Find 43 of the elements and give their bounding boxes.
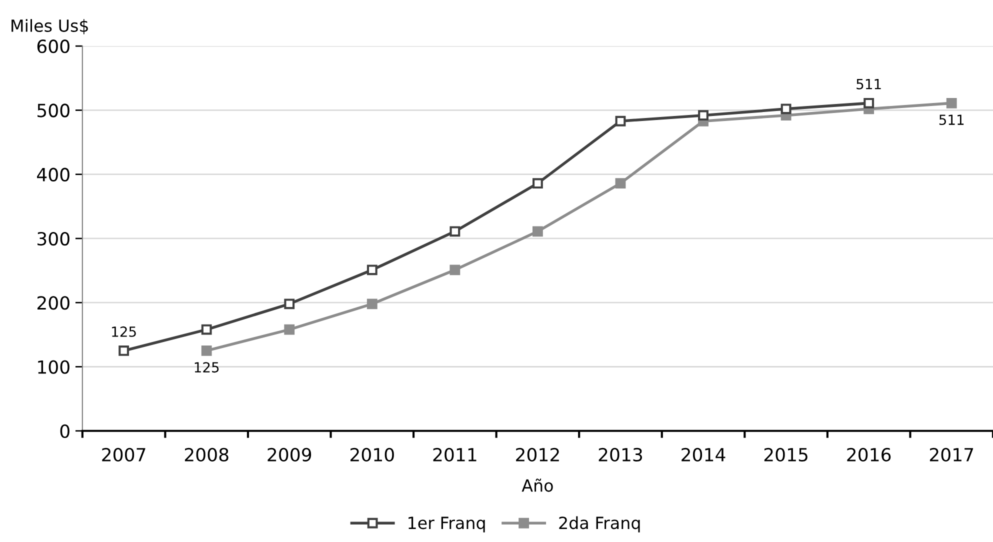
- x-tick-label: 2008: [184, 448, 228, 462]
- point: [366, 264, 378, 276]
- x-tick-label: 2013: [598, 448, 642, 462]
- y-axis-title: Miles Us$: [12, 19, 88, 34]
- point: [532, 226, 543, 237]
- y-tick-label: 600: [37, 40, 70, 54]
- point: [284, 298, 295, 310]
- point: [201, 346, 212, 356]
- point: [864, 98, 874, 108]
- data-label: 125: [112, 326, 136, 337]
- point: [366, 298, 378, 310]
- y-tick-label: 0: [60, 424, 70, 438]
- point: [532, 178, 543, 189]
- point: [615, 178, 626, 189]
- x-tick-label: 2007: [102, 448, 146, 462]
- point: [946, 98, 957, 108]
- y-tick-label: 400: [37, 168, 70, 182]
- point: [615, 116, 626, 126]
- y-tick-label: 300: [38, 232, 70, 246]
- x-tick-label: 2012: [516, 448, 559, 462]
- x-tick-label: 2017: [930, 448, 974, 462]
- x-tick-label: 2010: [350, 448, 394, 462]
- y-tick-label: 500: [38, 104, 70, 118]
- data-label: 125: [194, 362, 219, 373]
- x-tick-label: 2015: [764, 448, 808, 462]
- x-axis-title: Año: [522, 478, 553, 492]
- point: [450, 226, 460, 237]
- data-label: 511: [856, 79, 881, 90]
- data-label: 511: [939, 114, 964, 126]
- legend-label: 1er Franq: [408, 516, 485, 532]
- point: [284, 324, 295, 335]
- point: [118, 346, 130, 356]
- x-tick-label: 2016: [847, 448, 891, 462]
- point: [201, 324, 212, 335]
- point: [698, 110, 708, 121]
- x-tick-label: 2014: [682, 448, 726, 462]
- point: [450, 264, 460, 276]
- x-tick-label: 2009: [268, 448, 312, 462]
- legend-label: 2da Franq: [559, 516, 640, 532]
- y-tick-label: 100: [38, 360, 70, 374]
- y-tick-label: 200: [37, 296, 70, 310]
- x-tick-label: 2011: [433, 448, 476, 462]
- point: [780, 104, 792, 114]
